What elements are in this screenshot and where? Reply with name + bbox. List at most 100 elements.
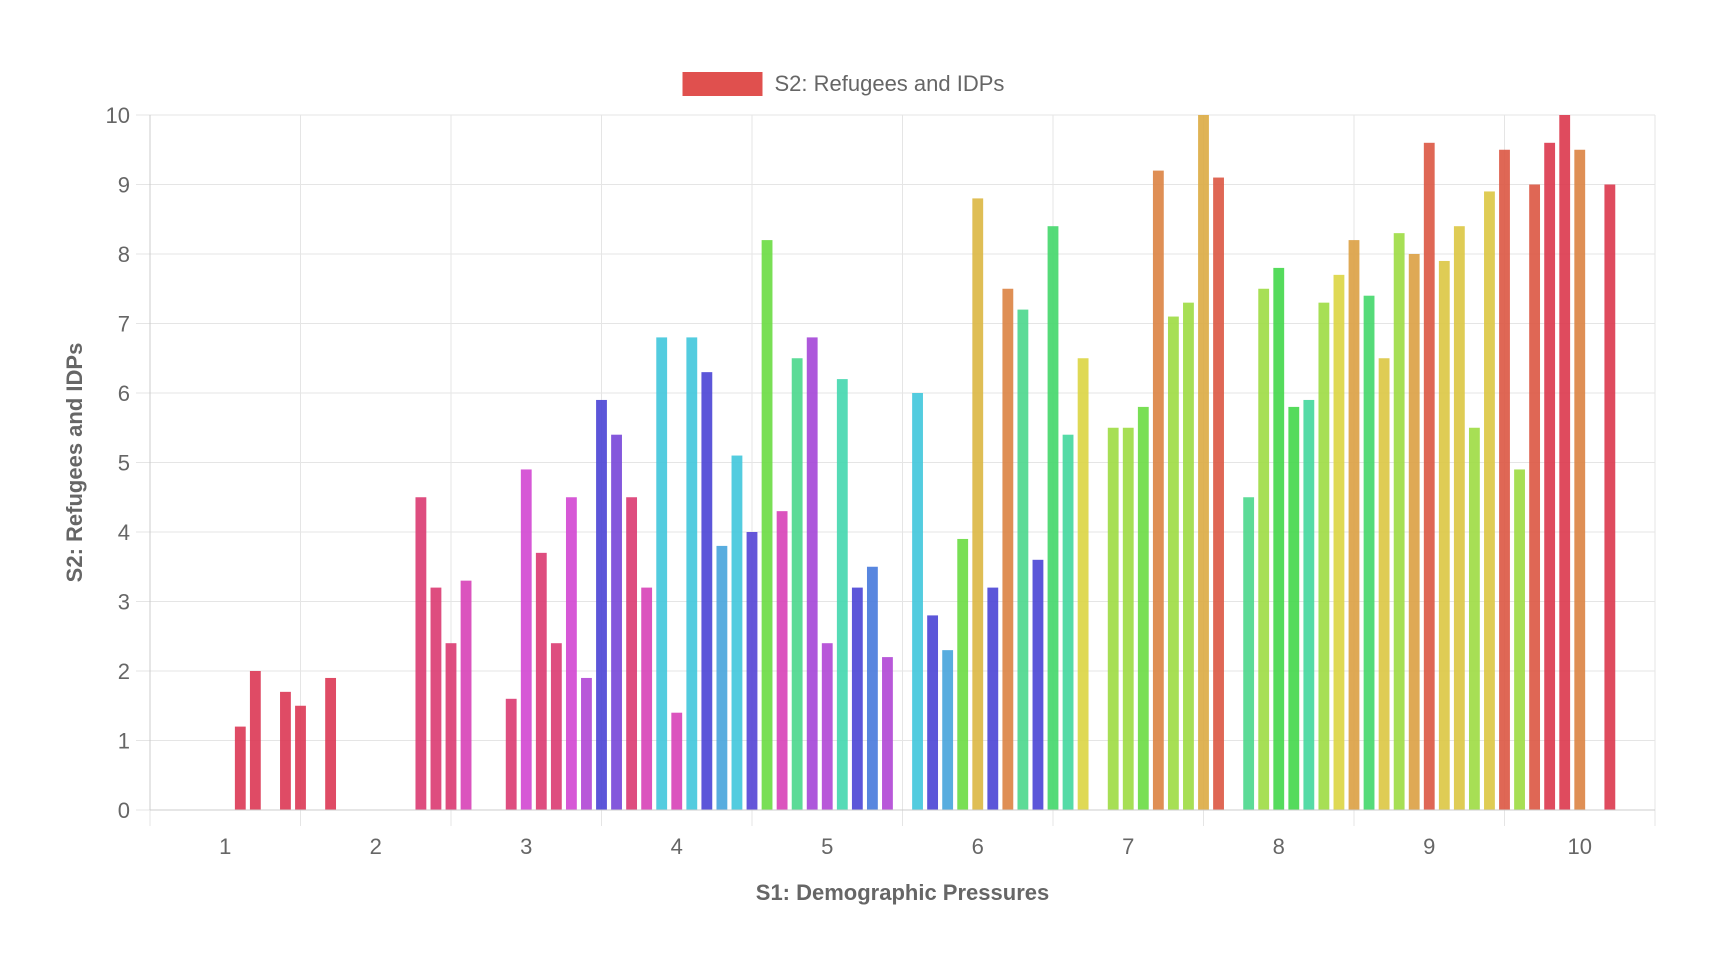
x-tick-label: 6 (972, 834, 984, 859)
bar[interactable] (671, 712, 683, 810)
bar[interactable] (581, 677, 592, 810)
bar[interactable] (280, 691, 291, 810)
bar[interactable] (565, 497, 577, 810)
x-axis-title: S1: Demographic Pressures (756, 880, 1049, 905)
y-tick-label: 4 (118, 520, 130, 545)
bar[interactable] (656, 337, 668, 810)
bar[interactable] (836, 379, 848, 810)
y-tick-label: 5 (118, 451, 130, 476)
bar[interactable] (806, 337, 818, 810)
x-tick-label: 2 (370, 834, 382, 859)
bar[interactable] (626, 497, 638, 810)
bar[interactable] (249, 671, 261, 810)
bar[interactable] (430, 587, 442, 810)
bar[interactable] (1137, 406, 1149, 810)
bar[interactable] (686, 337, 698, 810)
bar[interactable] (1017, 309, 1029, 810)
bar[interactable] (1499, 149, 1510, 810)
x-tick-label: 10 (1568, 834, 1592, 859)
bar[interactable] (641, 587, 653, 810)
y-tick-label: 6 (118, 381, 130, 406)
bar[interactable] (1604, 184, 1616, 811)
bar[interactable] (1318, 302, 1330, 810)
bar[interactable] (1423, 142, 1435, 811)
chart-bars (234, 115, 1616, 811)
bar[interactable] (1333, 274, 1345, 811)
bar[interactable] (1258, 288, 1270, 810)
bar[interactable] (1303, 399, 1315, 810)
bar[interactable] (1152, 170, 1164, 811)
x-tick-label: 8 (1273, 834, 1285, 859)
bar[interactable] (912, 393, 923, 810)
bar[interactable] (776, 511, 788, 810)
bar[interactable] (882, 657, 893, 810)
y-tick-label: 3 (118, 590, 130, 615)
bar[interactable] (1408, 254, 1420, 810)
bar[interactable] (942, 650, 954, 810)
bar[interactable] (1273, 267, 1285, 810)
bar[interactable] (1198, 115, 1209, 810)
bar[interactable] (505, 698, 517, 810)
bar[interactable] (1348, 240, 1360, 811)
bar[interactable] (1393, 233, 1405, 810)
bar[interactable] (460, 580, 472, 810)
bar[interactable] (445, 643, 457, 810)
bar[interactable] (1062, 434, 1074, 810)
bar[interactable] (1484, 191, 1495, 810)
bar[interactable] (1559, 115, 1571, 810)
bar[interactable] (1107, 427, 1119, 810)
bar[interactable] (1213, 177, 1224, 811)
bar[interactable] (1183, 302, 1194, 810)
bar[interactable] (415, 497, 427, 810)
bar[interactable] (1514, 469, 1525, 810)
bar[interactable] (972, 198, 984, 810)
bar[interactable] (1468, 427, 1480, 810)
bar[interactable] (1077, 358, 1089, 810)
bar[interactable] (957, 538, 969, 810)
legend-swatch (682, 72, 763, 96)
bar[interactable] (611, 434, 622, 810)
bar[interactable] (550, 643, 562, 810)
bar[interactable] (1363, 295, 1375, 810)
bar[interactable] (866, 566, 878, 810)
bar[interactable] (761, 240, 773, 811)
bar[interactable] (1544, 142, 1556, 811)
x-tick-label: 3 (520, 834, 532, 859)
bar[interactable] (1288, 406, 1300, 810)
bar[interactable] (1378, 358, 1390, 810)
bar[interactable] (325, 677, 337, 810)
bar[interactable] (1574, 149, 1586, 810)
bar[interactable] (1243, 497, 1255, 810)
bar[interactable] (596, 399, 607, 810)
bar[interactable] (1529, 184, 1541, 811)
bar[interactable] (716, 545, 728, 810)
legend-label: S2: Refugees and IDPs (775, 71, 1005, 96)
bar[interactable] (1047, 226, 1059, 810)
bar[interactable] (1453, 226, 1465, 810)
bar[interactable] (731, 455, 743, 810)
bar[interactable] (1167, 316, 1179, 810)
bar[interactable] (295, 705, 306, 810)
bar[interactable] (746, 532, 758, 810)
y-tick-label: 0 (118, 798, 130, 823)
bar[interactable] (791, 358, 803, 810)
bar[interactable] (851, 587, 863, 810)
x-tick-label: 7 (1122, 834, 1134, 859)
bar[interactable] (520, 469, 532, 810)
bar[interactable] (1032, 559, 1044, 810)
bar[interactable] (1002, 288, 1014, 810)
bar[interactable] (234, 726, 246, 810)
chart-axes: 0 1 2 3 4 5 6 7 8 9 10 1 2 3 4 5 6 7 8 9 10 (106, 103, 1655, 859)
bar[interactable] (927, 615, 939, 810)
bar[interactable] (1122, 427, 1134, 810)
y-axis-title: S2: Refugees and IDPs (62, 343, 87, 583)
bar[interactable] (821, 643, 833, 810)
bar[interactable] (535, 552, 547, 810)
y-tick-label: 10 (106, 103, 130, 128)
chart-legend[interactable]: S2: Refugees and IDPs (682, 71, 1005, 96)
bar[interactable] (1438, 260, 1450, 810)
bar[interactable] (987, 587, 999, 810)
y-tick-label: 2 (118, 659, 130, 684)
bar[interactable] (701, 372, 713, 810)
